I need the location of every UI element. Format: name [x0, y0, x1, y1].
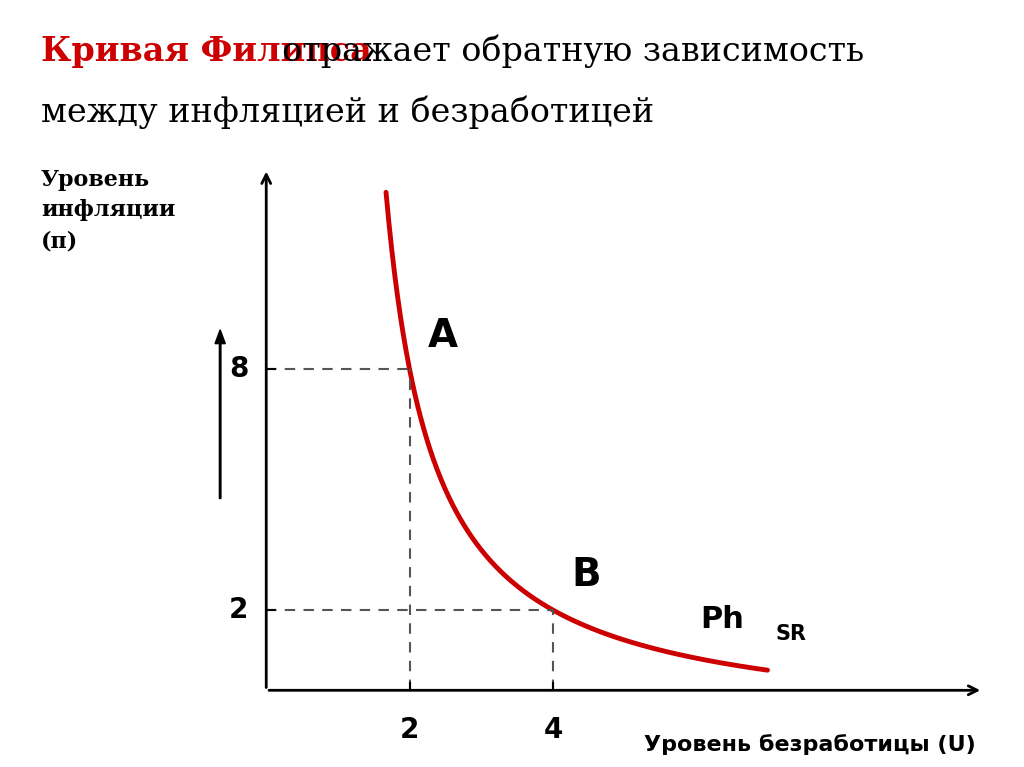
Text: отражает обратную зависимость: отражает обратную зависимость	[261, 35, 864, 68]
Text: SR: SR	[775, 624, 806, 644]
Text: A: A	[428, 318, 458, 355]
Text: (π): (π)	[41, 230, 78, 252]
Text: Ph: Ph	[700, 605, 743, 634]
Text: 4: 4	[544, 716, 562, 745]
Text: 2: 2	[400, 716, 419, 745]
Text: 2: 2	[229, 596, 249, 624]
Text: B: B	[571, 556, 600, 594]
Text: Уровень: Уровень	[41, 169, 151, 191]
Text: между инфляцией и безработицей: между инфляцией и безработицей	[41, 96, 654, 130]
Text: Уровень безработицы (U): Уровень безработицы (U)	[644, 735, 976, 755]
Text: инфляции: инфляции	[41, 199, 175, 222]
Text: 8: 8	[229, 355, 249, 384]
Text: Кривая Филипса: Кривая Филипса	[41, 35, 372, 67]
